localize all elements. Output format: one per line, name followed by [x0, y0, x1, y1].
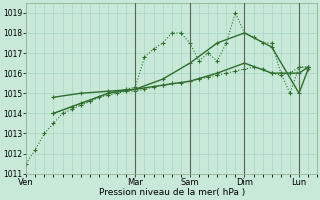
X-axis label: Pression niveau de la mer( hPa ): Pression niveau de la mer( hPa )	[99, 188, 245, 197]
